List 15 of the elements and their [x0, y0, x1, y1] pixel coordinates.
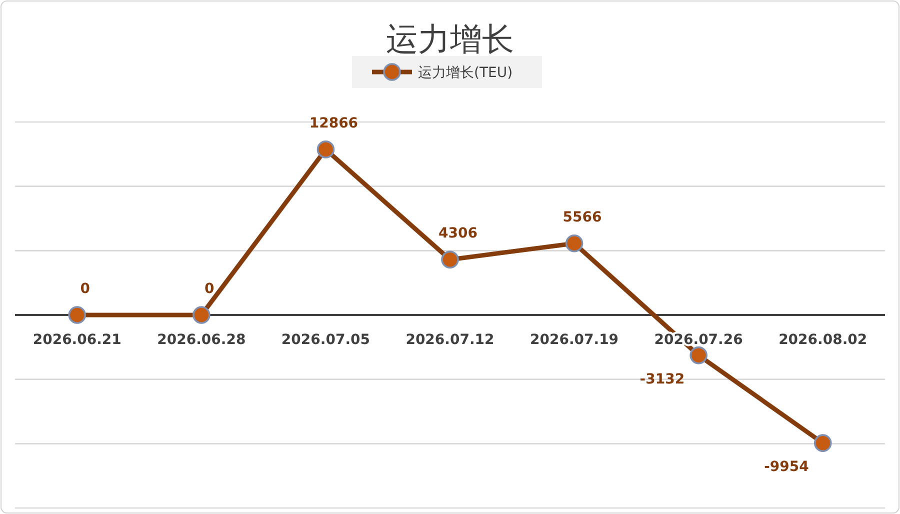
x-tick-label: 2026.07.19 — [530, 332, 619, 348]
x-tick-label: 2026.06.28 — [157, 332, 246, 348]
data-label: 4306 — [438, 226, 478, 242]
data-label: 0 — [80, 281, 90, 297]
chart-title: 运力增长 — [386, 20, 514, 58]
x-tick-label: 2026.07.05 — [281, 332, 370, 348]
x-tick-label: 2026.06.21 — [32, 332, 122, 348]
x-tick-label: 2026.08.02 — [778, 332, 868, 348]
data-label: -3132 — [640, 371, 685, 388]
data-label: 5566 — [562, 209, 602, 226]
data-label: 12866 — [309, 115, 358, 132]
data-label: -9954 — [764, 459, 810, 476]
data-label: 0 — [204, 281, 215, 297]
legend-label: 运力增长(TEU) — [418, 65, 513, 81]
x-tick-label: 2026.07.12 — [406, 332, 494, 348]
